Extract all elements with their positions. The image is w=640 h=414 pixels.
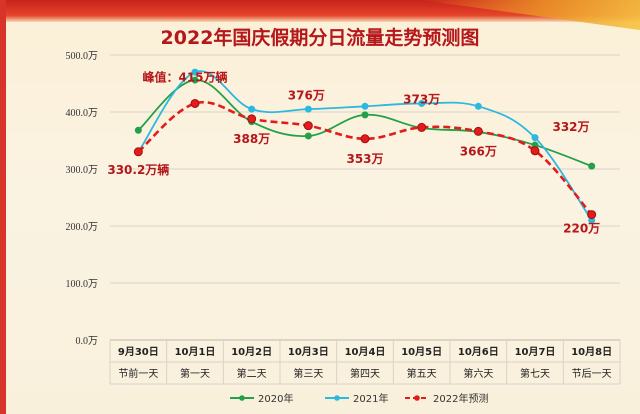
legend-label: 2020年 [258, 392, 293, 405]
data-point [190, 98, 200, 108]
data-label: 376万 [288, 89, 325, 103]
grid-lines [110, 54, 620, 341]
data-point [417, 122, 427, 132]
data-point [530, 146, 540, 156]
legend-label: 2022年预测 [433, 392, 488, 405]
data-point [134, 126, 142, 134]
data-label: 366万 [460, 144, 497, 158]
legend-marker [334, 395, 340, 401]
y-tick-label: 400.0万 [66, 108, 99, 119]
data-point [191, 68, 199, 76]
data-label: 332万 [552, 120, 589, 134]
y-tick-label: 200.0万 [66, 222, 99, 233]
x-tick-date: 10月2日 [231, 346, 272, 358]
data-label: 220万 [563, 222, 600, 236]
decorative-stripe [0, 0, 6, 414]
x-tick-day: 第七天 [520, 367, 550, 380]
data-label: 330.2万辆 [107, 162, 169, 177]
y-axis-ticks: 0.0万 100.0万 200.0万 300.0万 400.0万 500.0万 [66, 51, 99, 347]
x-tick-date: 9月30日 [118, 346, 159, 358]
x-tick-date: 10月8日 [571, 346, 612, 358]
y-tick-label: 100.0万 [66, 279, 99, 290]
data-point [531, 134, 539, 142]
x-tick-date: 10月4日 [345, 346, 386, 358]
data-point [361, 111, 369, 119]
y-tick-label: 0.0万 [76, 336, 99, 347]
x-tick-day: 第五天 [407, 367, 437, 380]
y-tick-label: 300.0万 [66, 165, 99, 176]
data-point [191, 76, 199, 84]
data-point [133, 147, 143, 157]
x-tick-day: 节后一天 [572, 368, 612, 380]
legend-marker [239, 395, 245, 401]
x-tick-date: 10月5日 [401, 346, 442, 358]
data-point [361, 102, 369, 110]
data-label: 373万 [403, 92, 440, 106]
data-point [588, 162, 596, 170]
legend: 2020年 2021年 2022年预测 [230, 392, 488, 405]
data-point [474, 102, 482, 110]
data-point [418, 99, 426, 107]
data-point [360, 134, 370, 144]
chart-title: 2022年国庆假期分日流量走势预测图 [161, 26, 480, 49]
legend-label: 2021年 [353, 392, 388, 405]
series-line-2 [137, 100, 593, 216]
data-point [304, 132, 312, 140]
series-line-1 [137, 70, 593, 221]
x-tick-day: 第三天 [293, 367, 323, 380]
x-tick-date: 10月6日 [458, 346, 499, 358]
x-tick-date: 10月7日 [515, 346, 556, 358]
data-label: 353万 [346, 152, 383, 166]
x-tick-date: 10月3日 [288, 346, 329, 358]
data-point [248, 105, 256, 113]
data-annotations: 330.2万辆 峰值：415万辆 388万 376万 353万 373万 366万 332万 2… [107, 69, 600, 235]
data-point [304, 105, 312, 113]
data-label: 388万 [233, 132, 270, 146]
series-points [133, 68, 597, 224]
series-lines [137, 70, 593, 221]
x-tick-date: 10月1日 [175, 346, 216, 358]
legend-marker [414, 395, 420, 401]
x-tick-day: 第六天 [463, 367, 493, 380]
x-tick-day: 第二天 [237, 367, 267, 380]
data-point [473, 126, 483, 136]
data-point [303, 121, 313, 131]
data-label: 峰值：415万辆 [142, 69, 227, 84]
x-tick-day: 第一天 [180, 367, 210, 380]
x-tick-day: 第四天 [350, 367, 380, 380]
data-point [247, 114, 257, 124]
data-point [587, 210, 597, 220]
y-tick-label: 500.0万 [66, 51, 99, 62]
x-tick-day: 节前一天 [118, 367, 158, 380]
